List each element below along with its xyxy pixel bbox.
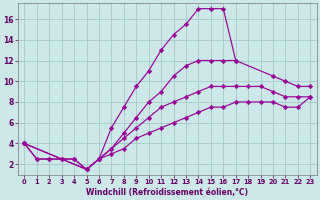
X-axis label: Windchill (Refroidissement éolien,°C): Windchill (Refroidissement éolien,°C) bbox=[86, 188, 248, 197]
